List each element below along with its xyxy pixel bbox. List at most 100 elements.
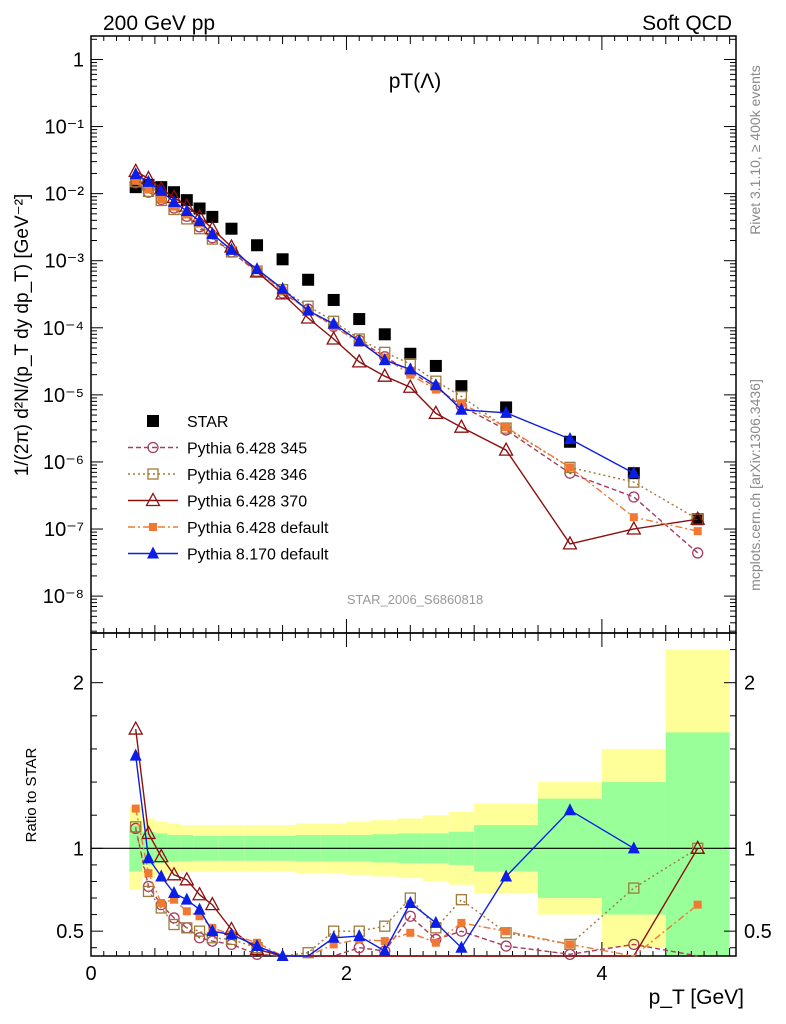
data-point-p8 — [129, 167, 142, 180]
y-tick-label: 10⁻⁴ — [43, 318, 84, 340]
ratio-point-pdef — [457, 918, 466, 927]
data-point-star — [327, 293, 340, 306]
data-point-p370 — [326, 330, 342, 345]
data-point-p8 — [378, 353, 391, 366]
ratio-point-p370 — [166, 866, 182, 881]
ratio-point-p370 — [128, 720, 144, 735]
data-point-star — [302, 273, 315, 286]
data-point-p8 — [206, 227, 219, 240]
data-point-star — [225, 222, 238, 235]
data-point-p8 — [142, 174, 155, 187]
data-point-pdef — [131, 176, 140, 185]
main-y-axis-label: 1/(2π) d²N/(p_T dy dp_T) [GeV⁻²] — [12, 194, 33, 477]
legend-marker — [147, 441, 159, 454]
ratio-point-p370 — [204, 896, 220, 911]
data-point-p8 — [302, 303, 315, 316]
data-point-p370 — [498, 441, 514, 456]
data-point-p8 — [353, 334, 366, 347]
legend-marker — [145, 492, 161, 507]
data-point-star — [276, 253, 289, 266]
data-point-pdef — [144, 185, 153, 194]
ratio-point-p370 — [153, 848, 169, 863]
y-tick-label: 10⁻⁵ — [43, 385, 84, 407]
mcplots-label: mcplots.cern.ch [arXiv:1306.3436] — [747, 379, 763, 591]
plot-title: pT(Λ) — [389, 70, 442, 93]
legend-label: Pythia 6.428 346 — [187, 467, 307, 484]
legend-marker — [147, 468, 159, 480]
ratio-point-p370 — [690, 839, 706, 854]
ratio-y-axis-label: Ratio to STAR — [23, 747, 40, 842]
header-right: Soft QCD — [642, 12, 732, 35]
data-point-p8 — [168, 195, 181, 208]
data-point-star — [206, 210, 219, 223]
ratio-point-p346 — [455, 894, 468, 906]
ratio-point-p8 — [225, 927, 238, 940]
ratio-y-tick-label: 1 — [744, 838, 755, 860]
ratio-point-p346 — [379, 920, 391, 932]
data-point-p8 — [251, 262, 264, 275]
ratio-point-p345 — [168, 912, 180, 924]
ratio-point-p346 — [142, 885, 155, 898]
data-point-star — [429, 359, 442, 372]
ratio-point-pdef — [380, 937, 389, 946]
ratio-y-tick-label: 0.5 — [56, 921, 84, 943]
ratio-point-pdef — [502, 927, 511, 936]
data-point-pdef — [565, 463, 574, 472]
legend-marker — [147, 415, 159, 427]
ratio-point-p8 — [155, 869, 168, 882]
ratio-point-pdef — [195, 912, 204, 921]
x-tick-label: 4 — [596, 963, 607, 985]
y-tick-label: 1 — [73, 49, 84, 71]
header-left: 200 GeV pp — [103, 12, 215, 35]
ratio-point-p8 — [429, 915, 442, 928]
ratio-series-p8 — [129, 748, 640, 961]
ratio-point-p8 — [180, 892, 193, 905]
ratio-point-p8 — [404, 895, 417, 908]
data-point-star — [455, 380, 468, 393]
ratio-point-p346 — [193, 925, 206, 937]
data-point-p8 — [627, 466, 640, 479]
x-axis-label: p_T [GeV] — [649, 986, 744, 1009]
ratio-point-p345 — [500, 940, 512, 952]
ratio-point-pdef — [131, 804, 140, 813]
ratio-point-pdef — [693, 900, 702, 909]
ratio-point-p346 — [168, 918, 180, 931]
ratio-point-p346 — [564, 938, 576, 951]
axes: 10⁻⁸ 10⁻⁷ 10⁻⁶ 10⁻⁵ 10⁻⁴ 10⁻³ 10⁻² 10⁻¹ 1 0 2 4 0.5 0… — [43, 36, 772, 985]
data-point-star — [251, 239, 264, 252]
ratio-point-p346 — [130, 821, 142, 833]
y-tick-label: 10⁻⁶ — [43, 452, 84, 474]
data-point-pdef — [406, 370, 415, 379]
ratio-point-p8 — [193, 902, 206, 915]
ratio-point-p345 — [193, 932, 206, 944]
ratio-y-tick-label: 1 — [73, 838, 84, 860]
legend-label: Pythia 8.170 default — [187, 547, 329, 564]
y-tick-label: 10⁻⁷ — [44, 519, 84, 541]
ratio-point-pdef — [157, 898, 166, 907]
data-point-star — [193, 202, 206, 215]
y-tick-label: 10⁻² — [45, 184, 85, 206]
data-point-p370 — [626, 520, 642, 535]
ratio-point-p8 — [327, 930, 340, 943]
data-point-p8 — [404, 362, 417, 375]
ratio-point-p8 — [353, 929, 366, 942]
data-point-p370 — [351, 353, 367, 368]
legend-marker — [147, 546, 159, 559]
data-point-p8 — [429, 378, 442, 391]
data-point-p370 — [453, 418, 469, 433]
data-point-pdef — [693, 527, 702, 536]
ratio-point-p8 — [142, 851, 155, 864]
ratio-point-p8 — [455, 940, 468, 953]
ratio-point-pdef — [170, 895, 179, 904]
data-point-p345 — [628, 491, 640, 503]
ratio-point-p8 — [206, 924, 219, 937]
ratio-point-p370 — [191, 886, 208, 901]
y-tick-label: 10⁻¹ — [45, 117, 85, 139]
ratio-point-p8 — [378, 944, 391, 957]
legend-label: Pythia 6.428 345 — [187, 441, 307, 458]
ratio-point-pdef — [182, 907, 191, 916]
data-point-star — [404, 347, 417, 360]
data-point-p8 — [563, 431, 576, 444]
legend-marker — [149, 523, 157, 531]
